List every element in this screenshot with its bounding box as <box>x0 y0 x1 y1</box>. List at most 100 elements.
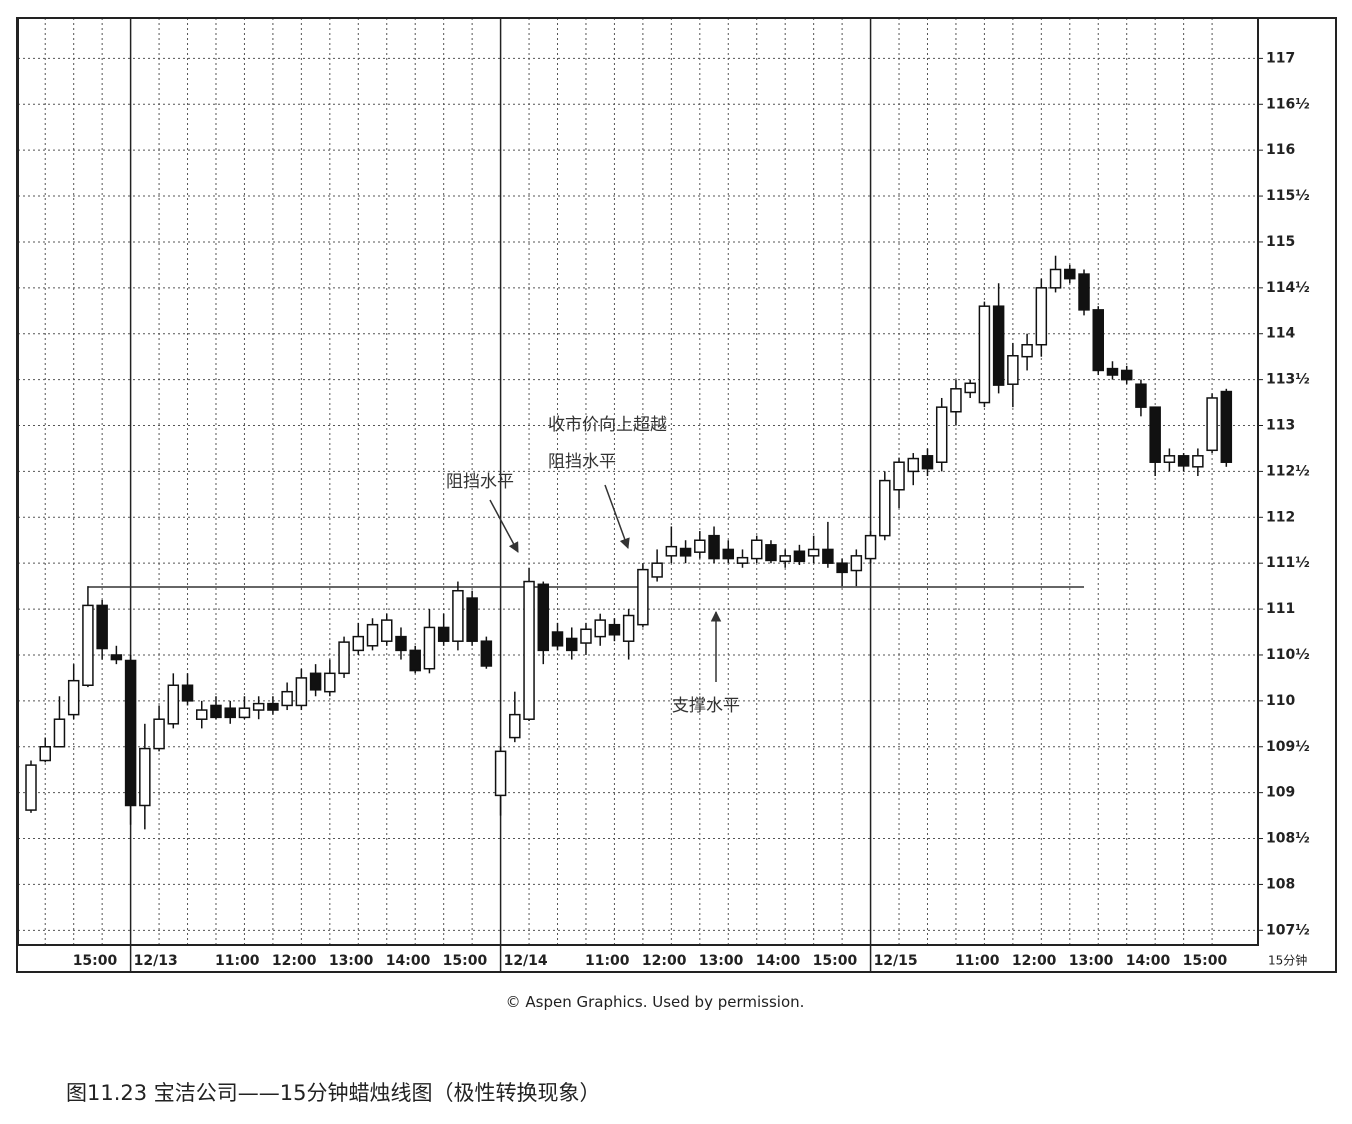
candle-body <box>907 457 920 473</box>
candle-body <box>864 534 877 560</box>
y-tick-label: 111½ <box>1266 555 1310 571</box>
candle-body <box>25 764 37 811</box>
candle-body <box>96 604 108 650</box>
y-tick-label: 117 <box>1266 50 1295 66</box>
candle-body <box>210 704 222 719</box>
candle-body <box>893 461 905 491</box>
candle-body <box>82 604 94 687</box>
x-tick-label: 13:00 <box>1069 953 1114 969</box>
candle-body <box>480 640 493 667</box>
x-tick-label: 15:00 <box>813 953 858 969</box>
candle-body <box>110 654 123 661</box>
x-tick-label: 12:00 <box>1012 953 1057 969</box>
annotation: 阻挡水平 <box>446 472 514 492</box>
candle-body <box>252 702 265 711</box>
annotation: 阻挡水平 <box>548 452 616 472</box>
candle-body <box>196 709 208 720</box>
candle-body <box>722 548 735 560</box>
candle-body <box>879 479 891 537</box>
candle-body <box>1092 309 1104 372</box>
candle-body <box>765 544 777 562</box>
x-tick-label: 11:00 <box>585 953 630 969</box>
candle-body <box>494 750 507 797</box>
candle-body <box>466 597 478 642</box>
x-tick-label: 12/14 <box>504 953 548 969</box>
candle-body <box>1135 383 1147 408</box>
candle-body <box>1078 273 1090 311</box>
candle-body <box>324 672 336 693</box>
candle-body <box>537 583 550 652</box>
candle-body <box>822 548 834 564</box>
candle-body <box>608 623 621 636</box>
candle-body <box>295 677 308 707</box>
candle-body <box>964 382 976 394</box>
y-tick-label: 112½ <box>1266 463 1310 479</box>
candle-body <box>580 628 592 644</box>
candle-body <box>921 455 934 470</box>
candle-body <box>736 556 749 564</box>
candle-body <box>935 406 948 463</box>
x-tick-label: 15:00 <box>443 953 488 969</box>
y-tick-label: 113½ <box>1266 372 1310 388</box>
y-tick-label: 107½ <box>1266 922 1310 938</box>
x-tick-label: 11:00 <box>955 953 1000 969</box>
x-tick-label: 15:00 <box>1183 953 1228 969</box>
y-tick-label: 116½ <box>1266 96 1310 112</box>
candle-body <box>1021 343 1033 358</box>
candle-body <box>224 707 236 719</box>
candle-body <box>807 548 820 557</box>
candle-body <box>523 580 535 720</box>
candle-body <box>594 619 606 638</box>
candle-body <box>1064 268 1076 280</box>
candle-body <box>281 690 293 707</box>
x-tick-label: 14:00 <box>756 953 801 969</box>
candle-body <box>1149 406 1161 463</box>
y-tick-label: 109½ <box>1266 739 1310 755</box>
candle-body <box>1049 268 1062 289</box>
candle-body <box>779 555 791 563</box>
candle-body <box>139 747 151 807</box>
candle-body <box>1206 397 1218 452</box>
candle-body <box>637 568 649 626</box>
candle-body <box>1035 287 1048 346</box>
y-tick-label: 112 <box>1266 509 1295 525</box>
candle-body <box>836 562 848 574</box>
candle-body <box>452 589 464 642</box>
x-tick-label: 12:00 <box>272 953 317 969</box>
y-tick-label: 114 <box>1266 326 1295 342</box>
candle-body <box>708 534 720 560</box>
annotation-arrow <box>604 484 630 549</box>
y-tick-label: 116 <box>1266 142 1295 158</box>
x-tick-label: 15:00 <box>73 953 118 969</box>
plot-frame <box>17 17 1259 946</box>
candle-body <box>992 305 1005 386</box>
y-tick-label: 108 <box>1266 876 1295 892</box>
annotation: 收市价向上超越 <box>548 415 667 435</box>
y-tick-label: 114½ <box>1266 280 1310 296</box>
candle-body <box>39 746 51 762</box>
candle-body <box>381 619 393 642</box>
annotation: 支撑水平 <box>672 696 740 716</box>
y-tick-label: 115 <box>1266 234 1295 250</box>
x-tick-label: 12/13 <box>134 953 178 969</box>
candle-body <box>409 649 421 672</box>
x-axis-label: 15分钟 <box>1268 953 1307 968</box>
annotation-arrow <box>489 499 519 553</box>
candle-body <box>53 718 66 748</box>
candle-body <box>153 718 165 750</box>
y-tick-label: 115½ <box>1266 188 1310 204</box>
candle-body <box>651 562 663 578</box>
candle-body <box>1192 455 1204 468</box>
candle-body <box>950 388 962 413</box>
candle-body <box>1177 455 1190 467</box>
y-tick-label: 109 <box>1266 785 1295 801</box>
y-tick-label: 108½ <box>1266 831 1310 847</box>
x-tick-label: 13:00 <box>699 953 744 969</box>
candle-body <box>423 626 436 670</box>
candle-body <box>124 659 137 807</box>
candle-body <box>267 702 279 711</box>
candle-body <box>352 635 365 652</box>
candle-body <box>793 550 806 563</box>
